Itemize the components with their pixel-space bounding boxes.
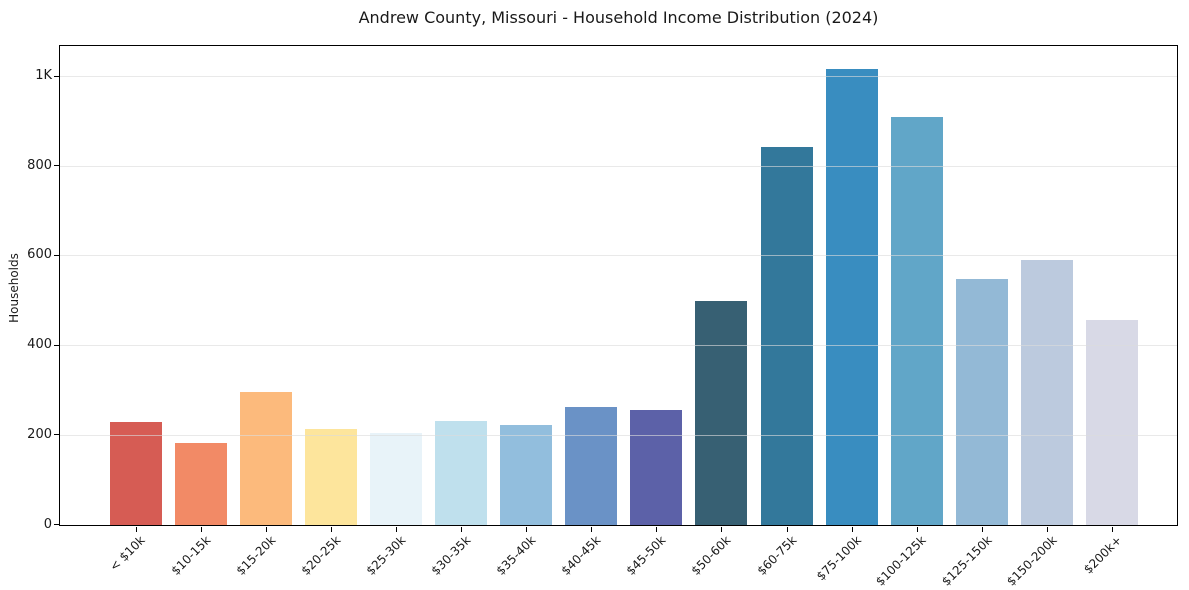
gridline-600	[60, 255, 1177, 257]
x-tick-label-$75-100k: $75-100k	[813, 533, 865, 584]
y-tick-label-800: 800	[27, 157, 52, 173]
x-tick-mark	[1112, 527, 1113, 532]
x-tick-mark	[395, 527, 397, 532]
bar-$50-60k	[695, 300, 748, 525]
bar-$20-25k	[304, 428, 357, 525]
x-tick-mark	[200, 527, 202, 532]
bar-$35-40k	[500, 425, 553, 525]
y-tick-label-200: 200	[27, 426, 52, 442]
bar-< $10k	[109, 421, 162, 525]
x-tick-label-$30-35k: $30-35k	[428, 533, 474, 578]
chart-title: Andrew County, Missouri - Household Inco…	[358, 8, 879, 27]
x-tick-label-$100-125k: $100-125k	[873, 533, 930, 589]
x-tick-label-$25-30k: $25-30k	[363, 533, 409, 578]
x-tick-mark	[265, 527, 267, 532]
x-tick-mark	[916, 527, 918, 532]
bar-$45-50k	[630, 410, 683, 525]
bar-$30-35k	[435, 421, 487, 525]
gridline-1K	[60, 76, 1177, 78]
x-tick-label-$60-75k: $60-75k	[754, 533, 799, 578]
x-tick-label-$150-200k: $150-200k	[1003, 533, 1060, 589]
bar-$150-200k	[1020, 260, 1073, 525]
x-tick-label-$10-15k: $10-15k	[168, 533, 214, 578]
y-axis-label-text: Households	[7, 253, 21, 323]
x-tick-label-$35-40k: $35-40k	[493, 533, 539, 578]
bar-$75-100k	[825, 69, 878, 525]
x-tick-label-$50-60k: $50-60k	[688, 533, 734, 578]
bar-$200k+	[1086, 319, 1138, 525]
bar-$125-150k	[955, 278, 1008, 525]
y-tick-mark	[54, 344, 59, 346]
x-tick-label-$20-25k: $20-25k	[298, 533, 344, 578]
x-tick-mark	[526, 527, 528, 532]
x-tick-mark	[851, 527, 853, 532]
y-tick-mark	[54, 254, 59, 256]
bar-$100-125k	[890, 116, 943, 525]
y-tick-label-600: 600	[27, 247, 52, 263]
bar-$40-45k	[565, 406, 618, 525]
x-tick-label-$40-45k: $40-45k	[558, 533, 604, 578]
gridline-800	[60, 165, 1177, 167]
y-tick-mark	[54, 75, 59, 77]
x-tick-label-< $10k: < $10k	[107, 533, 148, 574]
y-tick-mark	[54, 524, 59, 525]
x-tick-mark	[591, 527, 593, 532]
y-tick-label-1K: 1K	[35, 68, 52, 84]
plot-area	[59, 45, 1178, 526]
x-tick-mark	[135, 527, 137, 532]
gridline-200	[60, 434, 1177, 436]
bar-$60-75k	[760, 147, 813, 525]
x-tick-label-$200k+: $200k+	[1080, 533, 1125, 577]
y-tick-label-0: 0	[43, 516, 52, 532]
x-tick-mark	[721, 527, 723, 532]
x-tick-mark	[656, 527, 658, 532]
bar-$10-15k	[174, 442, 227, 525]
x-tick-mark	[981, 527, 983, 532]
x-tick-mark	[330, 527, 332, 532]
x-tick-mark	[461, 527, 462, 532]
gridline-400	[60, 345, 1177, 347]
x-tick-mark	[1046, 527, 1048, 532]
y-tick-label-400: 400	[27, 337, 52, 353]
y-tick-mark	[54, 434, 59, 436]
bar-$25-30k	[369, 433, 422, 525]
x-tick-label-$15-20k: $15-20k	[233, 533, 279, 578]
bar-$15-20k	[239, 392, 292, 525]
y-tick-mark	[54, 165, 59, 167]
x-tick-label-$125-150k: $125-150k	[938, 533, 995, 589]
x-tick-label-$45-50k: $45-50k	[623, 533, 669, 578]
x-tick-mark	[786, 527, 788, 532]
